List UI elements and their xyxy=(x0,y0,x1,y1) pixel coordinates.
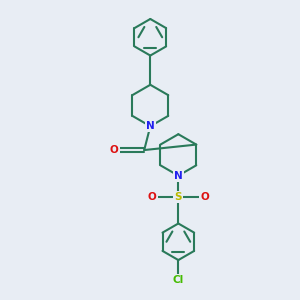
Text: S: S xyxy=(175,192,182,202)
Text: O: O xyxy=(200,192,209,202)
Text: O: O xyxy=(110,145,119,155)
Text: N: N xyxy=(146,121,155,131)
Text: Cl: Cl xyxy=(173,275,184,285)
Text: O: O xyxy=(148,192,156,202)
Text: N: N xyxy=(174,171,183,181)
